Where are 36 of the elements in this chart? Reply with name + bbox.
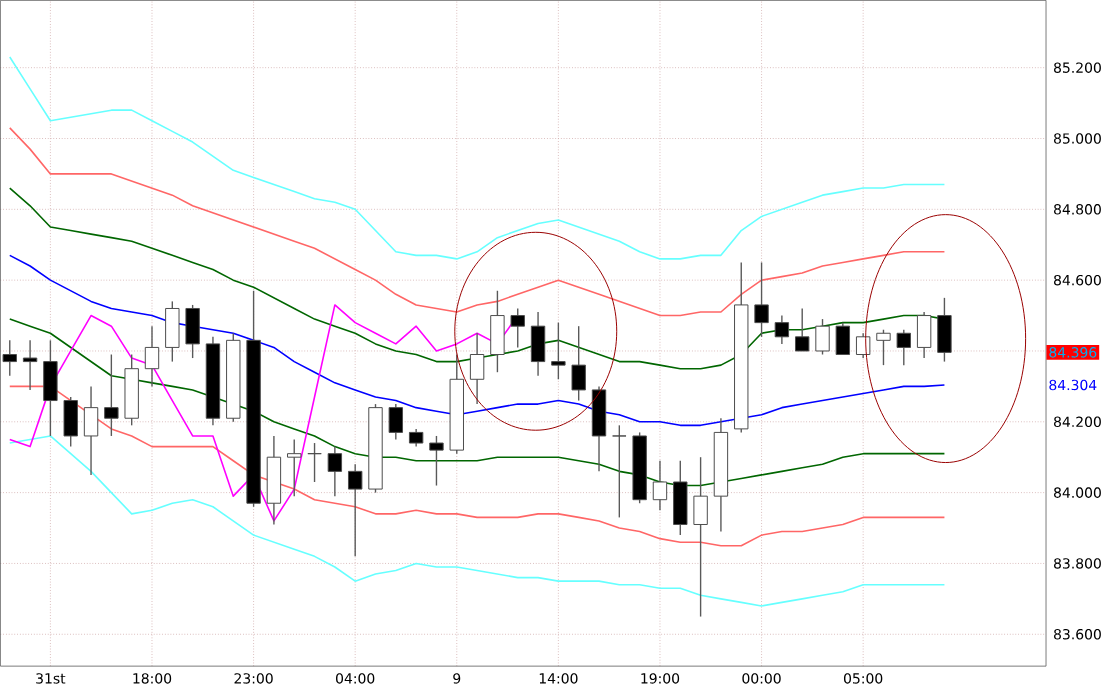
candlestick — [266, 435, 282, 526]
candlestick — [774, 314, 790, 345]
candlestick — [876, 328, 891, 366]
candlestick — [490, 290, 505, 373]
candlestick — [185, 304, 200, 359]
candlestick — [307, 442, 322, 483]
candlestick — [937, 297, 952, 363]
candlestick — [916, 311, 932, 359]
candlestick — [388, 403, 404, 441]
candlestick — [327, 445, 343, 497]
candlestick — [144, 325, 160, 388]
candlestick — [815, 318, 830, 356]
candlestick — [429, 435, 444, 487]
candlestick — [83, 385, 99, 476]
candlestick — [896, 328, 911, 366]
candlestick — [469, 332, 485, 405]
candlestick — [754, 261, 769, 338]
candlestick — [530, 311, 546, 377]
candlestick — [43, 339, 58, 437]
candlestick — [287, 438, 302, 497]
candlestick — [591, 385, 607, 473]
candlestick — [22, 339, 38, 391]
candlestick — [855, 332, 871, 359]
candlestick — [673, 459, 688, 536]
candlestick — [652, 459, 668, 511]
candlestick — [510, 307, 525, 349]
candlestick — [795, 307, 810, 352]
candlestick — [63, 396, 78, 448]
candlestick — [835, 321, 851, 356]
candlestick — [612, 424, 627, 519]
candlestick — [571, 325, 586, 402]
candlestick — [693, 456, 708, 618]
candlestick — [551, 321, 566, 380]
candlestick — [104, 353, 119, 437]
candlestick — [347, 463, 363, 557]
candlestick — [165, 300, 180, 363]
